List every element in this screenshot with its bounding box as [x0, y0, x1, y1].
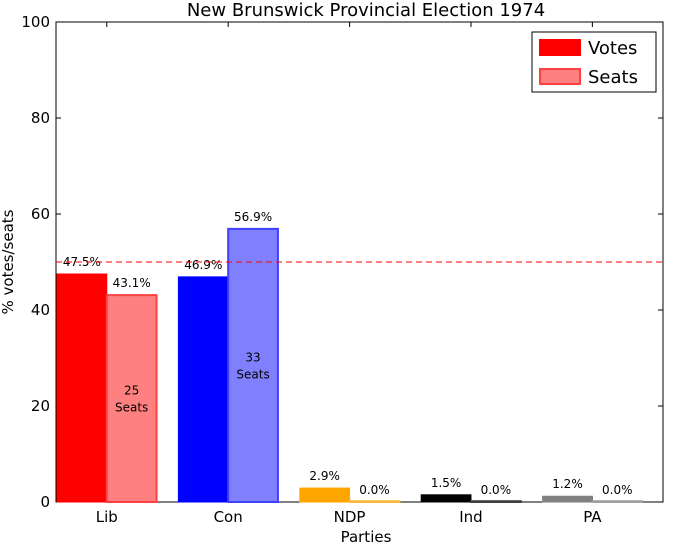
x-tick-label-con: Con [214, 508, 243, 526]
bar-seats-lib [105, 294, 158, 503]
votes-label-pa: 1.2% [552, 477, 583, 491]
seats-label-ind: 0.0% [481, 483, 512, 497]
bar-votes-ndp [299, 487, 351, 503]
legend-swatch-seats [539, 68, 581, 85]
x-tick-label-ind: Ind [459, 508, 482, 526]
votes-label-con: 46.9% [184, 258, 222, 272]
y-tick-label: 60 [31, 205, 50, 223]
seats-label-lib: 43.1% [113, 276, 151, 290]
bar-votes-con [177, 276, 229, 503]
y-tick-label: 20 [31, 397, 50, 415]
x-axis-label: Parties [341, 528, 392, 544]
bar-votes-ind [420, 494, 472, 503]
axis-ticks: 0 20 40 60 80 100 Lib Con NDP Ind PA [21, 13, 663, 526]
seats-label-pa: 0.0% [602, 483, 633, 497]
seat-count-label-con: 33 Seats [236, 350, 269, 381]
bar-seats-con [227, 227, 279, 503]
y-tick-label: 100 [21, 13, 50, 31]
legend: Votes Seats [531, 31, 657, 93]
bars [56, 227, 644, 504]
bar-votes-lib [56, 273, 108, 503]
legend-label-votes: Votes [588, 38, 637, 59]
bar-votes-pa [542, 495, 593, 503]
bar-seats-ind [469, 500, 522, 504]
legend-label-seats: Seats [588, 67, 638, 88]
y-tick-label: 40 [31, 301, 50, 319]
y-tick-label: 0 [40, 493, 50, 511]
x-tick-label-ndp: NDP [334, 508, 366, 526]
seats-label-ndp: 0.0% [359, 483, 390, 497]
bar-seats-ndp [348, 500, 401, 504]
seat-count-label-lib: 25 Seats [115, 384, 148, 415]
y-tick-label: 80 [31, 109, 50, 127]
y-axis-label: % votes/seats [0, 209, 17, 314]
votes-label-ind: 1.5% [431, 476, 462, 490]
x-tick-label-lib: Lib [96, 508, 118, 526]
bar-seats-pa [591, 500, 644, 504]
chart-title: New Brunswick Provincial Election 1974 [187, 0, 545, 21]
x-tick-label-pa: PA [583, 508, 602, 526]
legend-swatch-votes [539, 39, 581, 56]
votes-label-ndp: 2.9% [309, 469, 340, 483]
seats-label-con: 56.9% [234, 210, 272, 224]
